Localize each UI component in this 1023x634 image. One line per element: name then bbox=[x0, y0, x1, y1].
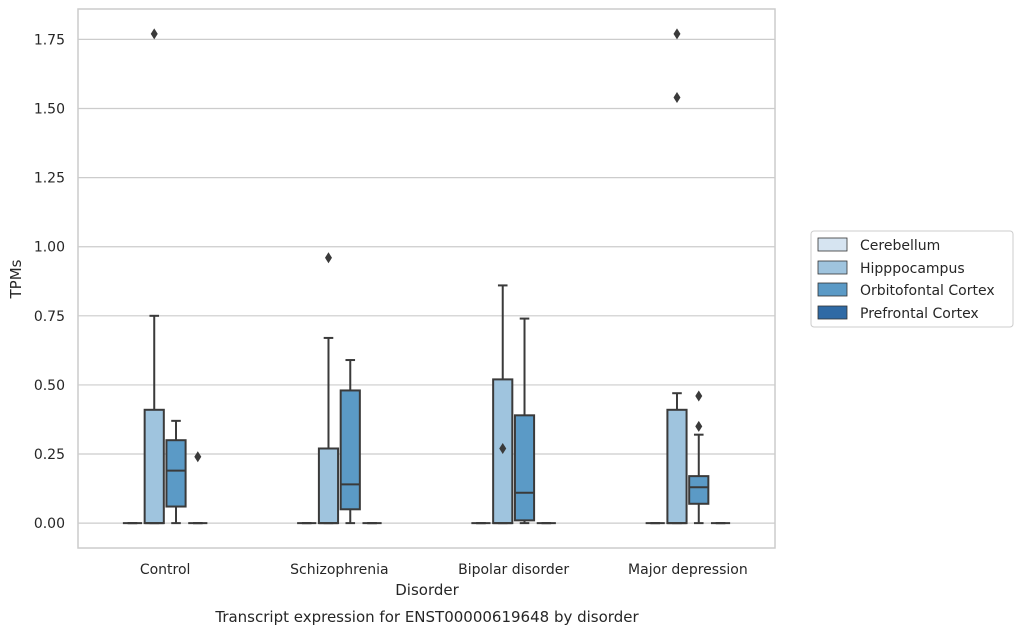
box-control-orbitofontal-cortex bbox=[165, 419, 187, 525]
y-tick-label: 1.50 bbox=[34, 102, 65, 118]
box-control-prefrontal-cortex bbox=[188, 451, 208, 525]
box-body bbox=[317, 447, 340, 525]
box-schizophrenia-hipppocampus bbox=[317, 252, 340, 525]
plot-area-frame bbox=[77, 8, 776, 549]
outlier-point bbox=[324, 252, 332, 264]
box-body bbox=[339, 389, 361, 511]
outlier-point bbox=[673, 28, 681, 40]
box-major-depression-orbitofontal-cortex bbox=[688, 390, 710, 525]
y-tick-label: 0.25 bbox=[34, 447, 65, 463]
outlier-point bbox=[150, 28, 158, 40]
y-tick-label: 0.75 bbox=[34, 309, 65, 325]
box-body bbox=[666, 408, 688, 525]
x-tick-label: Schizophrenia bbox=[290, 562, 388, 578]
y-axis-label: TPMs bbox=[7, 259, 25, 299]
legend-label-prefrontal: Prefrontal Cortex bbox=[860, 306, 979, 322]
box-major-depression-hipppocampus bbox=[666, 28, 688, 525]
legend-swatch-orbitofrontal bbox=[817, 282, 848, 297]
y-tick-labels: 0.00 0.25 0.50 0.75 1.00 1.25 1.50 1.75 bbox=[34, 32, 65, 532]
legend-label-orbitofrontal: Orbitofontal Cortex bbox=[860, 283, 995, 299]
x-axis-label: Disorder bbox=[395, 581, 459, 599]
boxes bbox=[122, 28, 731, 525]
box-body bbox=[143, 408, 165, 525]
box-bipolar-disorder-orbitofontal-cortex bbox=[513, 317, 536, 525]
outlier-point bbox=[695, 420, 703, 432]
legend-swatch-prefrontal bbox=[817, 305, 848, 320]
legend: Cerebellum Hipppocampus Orbitofontal Cor… bbox=[810, 230, 1014, 328]
box-schizophrenia-orbitofontal-cortex bbox=[339, 359, 361, 525]
legend-swatch-cerebellum bbox=[817, 237, 848, 252]
y-tick-label: 0.00 bbox=[34, 516, 65, 532]
y-tick-label: 1.25 bbox=[34, 171, 65, 187]
box-body bbox=[165, 439, 187, 508]
y-tick-label: 1.00 bbox=[34, 240, 65, 256]
box-control-hipppocampus bbox=[143, 28, 165, 525]
box-body bbox=[513, 414, 536, 522]
legend-label-hippocampus: Hipppocampus bbox=[860, 261, 965, 277]
legend-label-cerebellum: Cerebellum bbox=[860, 238, 940, 254]
box-bipolar-disorder-hipppocampus bbox=[492, 284, 514, 525]
x-tick-labels: Control Schizophrenia Bipolar disorder Majo… bbox=[140, 562, 748, 578]
box-body bbox=[688, 475, 710, 505]
y-tick-label: 1.75 bbox=[34, 32, 65, 48]
x-tick-label: Major depression bbox=[628, 562, 748, 578]
x-tick-label: Bipolar disorder bbox=[458, 562, 569, 578]
y-tick-label: 0.50 bbox=[34, 378, 65, 394]
outlier-point bbox=[499, 442, 507, 454]
legend-swatch-hippocampus bbox=[817, 260, 848, 275]
legend-frame bbox=[810, 230, 1014, 328]
grid-lines bbox=[78, 38, 775, 524]
outlier-point bbox=[695, 390, 703, 402]
outlier-point bbox=[673, 91, 681, 103]
x-tick-label: Control bbox=[140, 562, 191, 578]
outlier-point bbox=[194, 451, 202, 463]
chart-caption: Transcript expression for ENST0000061964… bbox=[214, 608, 639, 626]
